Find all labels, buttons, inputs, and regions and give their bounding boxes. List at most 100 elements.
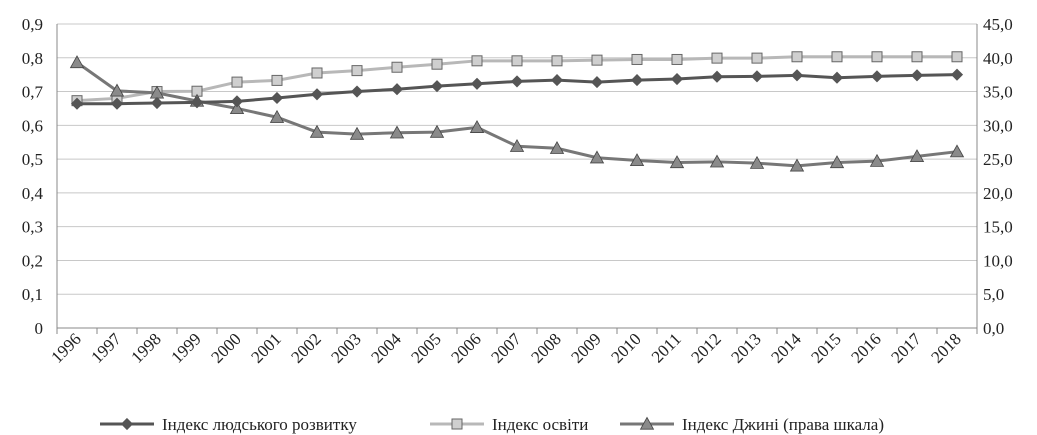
x-tick-label: 2006 <box>447 329 484 366</box>
data-point <box>271 74 283 86</box>
x-tick-label: 2003 <box>327 329 364 366</box>
data-point <box>909 149 925 163</box>
data-point <box>669 155 685 169</box>
x-tick-label: 1998 <box>127 329 164 366</box>
right-tick-label: 0,0 <box>983 319 1004 338</box>
data-point <box>710 70 724 83</box>
data-point <box>630 74 644 87</box>
legend: Індекс людського розвитку Індекс освіти Ін… <box>100 415 884 434</box>
data-point <box>911 51 923 63</box>
x-tick-label: 2011 <box>648 329 685 366</box>
left-tick-label: 0,2 <box>22 251 43 270</box>
x-tick-label: 2009 <box>567 329 604 366</box>
left-tick-label: 0 <box>35 319 44 338</box>
legend-label: Індекс Джині (права шкала) <box>682 415 884 434</box>
data-point <box>190 96 204 109</box>
series-square <box>71 51 963 107</box>
legend-item: Індекс Джині (права шкала) <box>620 415 884 434</box>
data-point <box>389 125 405 139</box>
data-point <box>429 124 445 138</box>
x-tick-label: 2012 <box>687 329 724 366</box>
data-point <box>469 120 485 133</box>
right-tick-label: 5,0 <box>983 285 1004 304</box>
data-point <box>509 138 525 152</box>
data-point <box>831 51 843 63</box>
data-point <box>311 67 323 79</box>
data-point <box>350 85 364 98</box>
data-point <box>589 150 605 164</box>
left-tick-label: 0,1 <box>22 285 43 304</box>
data-point <box>70 97 84 110</box>
data-point <box>670 72 684 86</box>
data-point <box>749 155 765 169</box>
left-tick-label: 0,6 <box>22 116 43 135</box>
left-tick-label: 0,3 <box>22 218 43 237</box>
axes <box>56 24 978 334</box>
data-point <box>711 52 723 64</box>
right-tick-label: 20,0 <box>983 184 1013 203</box>
x-tick-label: 2008 <box>527 329 564 366</box>
data-point <box>351 65 363 77</box>
left-tick-label: 0,4 <box>22 184 44 203</box>
data-point <box>789 158 805 172</box>
data-point <box>391 61 403 73</box>
data-point <box>871 51 883 63</box>
x-tick-label: 2000 <box>207 329 244 366</box>
x-tick-label: 2013 <box>727 329 764 366</box>
data-point <box>69 55 85 69</box>
data-point <box>951 51 963 63</box>
right-tick-label: 10,0 <box>983 251 1013 270</box>
data-point <box>791 51 803 63</box>
data-point <box>950 68 964 81</box>
x-tick-label: 1999 <box>167 329 204 366</box>
x-tick-label: 2014 <box>767 329 805 367</box>
data-point <box>231 76 243 88</box>
data-point <box>590 76 604 89</box>
data-point <box>349 126 365 140</box>
series-triangle <box>69 55 965 172</box>
x-tick-label: 2017 <box>887 329 925 367</box>
x-tick-label: 2004 <box>367 329 405 367</box>
x-tick-label: 2015 <box>807 329 844 366</box>
series-group <box>69 51 965 172</box>
x-tick-label: 2001 <box>247 329 284 366</box>
data-point <box>109 83 125 97</box>
data-point <box>751 52 763 64</box>
x-tick-label: 1996 <box>47 329 84 366</box>
x-tick-label: 2007 <box>487 329 525 367</box>
data-point <box>229 101 245 115</box>
data-point <box>471 55 483 67</box>
data-point <box>431 58 443 70</box>
gridlines <box>57 23 977 329</box>
data-point <box>549 140 565 154</box>
data-point <box>910 69 924 82</box>
data-point <box>750 70 764 83</box>
left-tick-label: 0,8 <box>22 49 43 68</box>
left-y-axis-ticks: 0 0,1 0,2 0,3 0,4 0,5 0,6 0,7 0,8 0,9 <box>22 15 44 338</box>
data-point <box>270 91 284 105</box>
data-point <box>269 109 285 123</box>
right-y-axis-ticks: 0,0 5,0 10,0 15,0 20,0 25,0 30,0 35,0 40,0 45,0 <box>983 15 1013 338</box>
x-tick-label: 2005 <box>407 329 444 366</box>
data-point <box>310 88 324 101</box>
right-tick-label: 40,0 <box>983 49 1013 68</box>
data-point <box>309 124 325 138</box>
legend-label: Індекс людського розвитку <box>162 415 357 434</box>
data-point <box>110 97 124 110</box>
x-tick-label: 1997 <box>87 329 125 367</box>
legend-marker <box>639 416 655 430</box>
data-point <box>551 55 563 67</box>
data-point <box>550 74 564 87</box>
data-point <box>510 75 524 88</box>
data-point <box>830 71 844 84</box>
data-point <box>430 80 444 93</box>
legend-item: Індекс людського розвитку <box>100 415 357 434</box>
data-point <box>949 144 965 158</box>
right-tick-label: 30,0 <box>983 116 1013 135</box>
legend-item: Індекс освіти <box>430 415 588 434</box>
data-point <box>511 55 523 67</box>
legend-marker <box>451 418 463 430</box>
x-tick-label: 2018 <box>927 329 964 366</box>
left-tick-label: 0,7 <box>22 83 44 102</box>
